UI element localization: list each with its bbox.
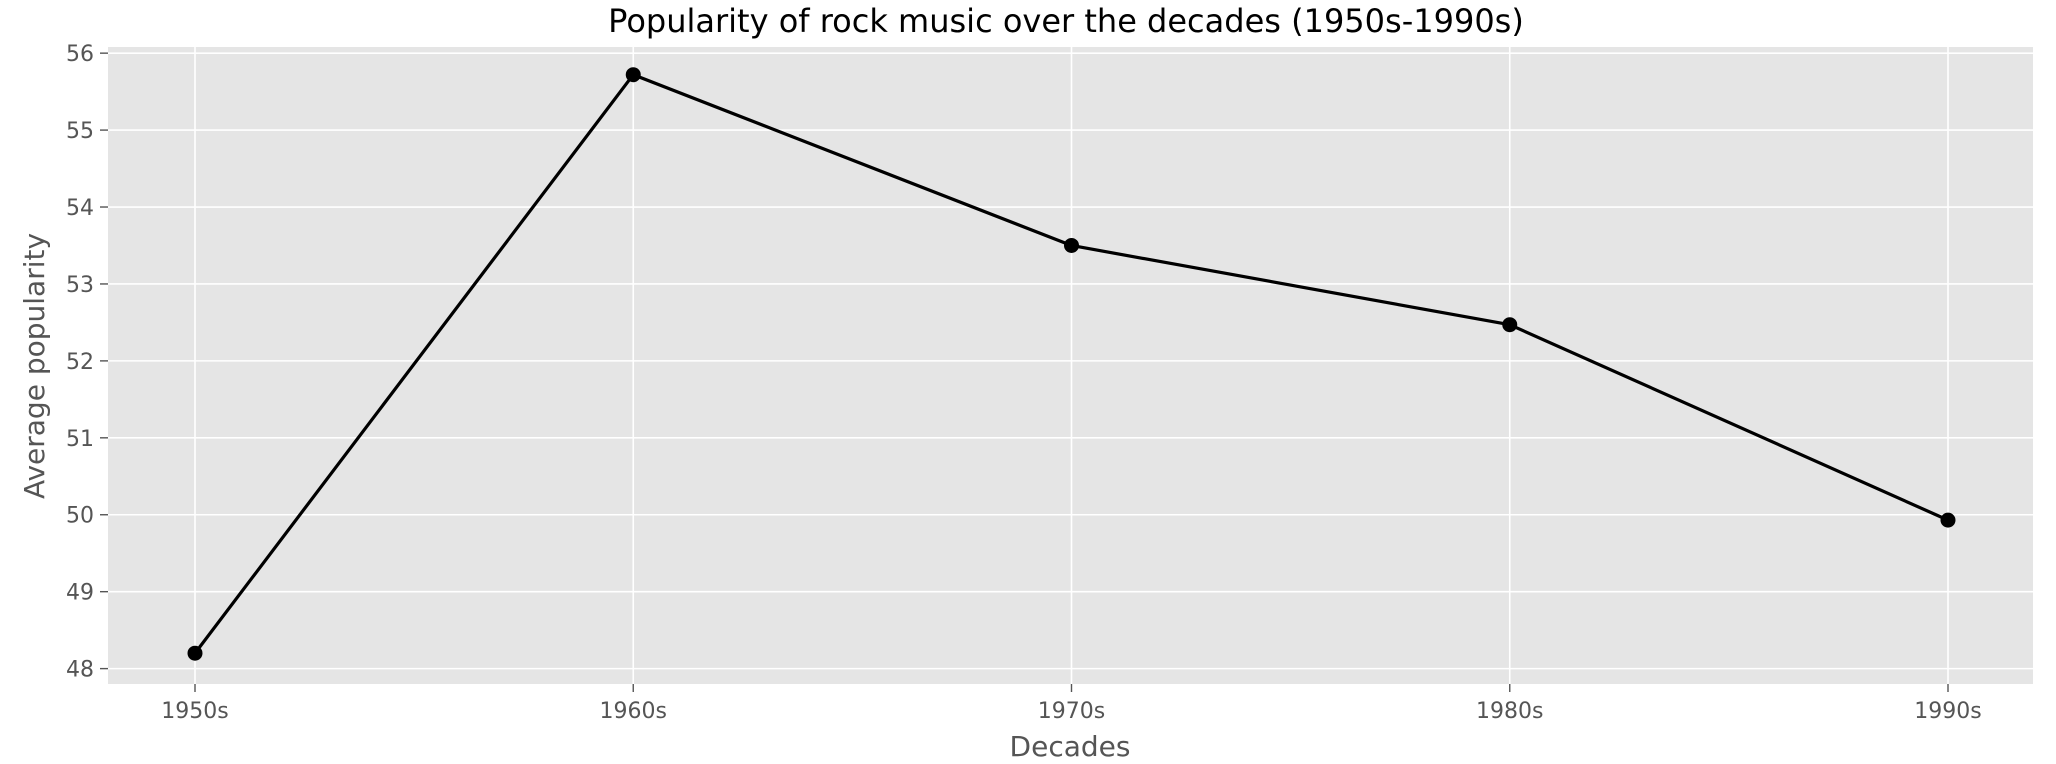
x-tick-label: 1970s [1038, 699, 1105, 724]
y-tick-label: 56 [66, 42, 94, 67]
y-axis-label: Average popularity [18, 233, 51, 499]
x-tick-label: 1950s [161, 699, 228, 724]
data-point [1940, 512, 1956, 528]
y-tick-label: 53 [66, 273, 94, 298]
data-point [1502, 317, 1518, 333]
y-tick-label: 48 [66, 658, 94, 683]
y-tick-label: 50 [66, 504, 94, 529]
chart-title: Popularity of rock music over the decade… [608, 2, 1524, 40]
x-tick-label: 1980s [1476, 699, 1543, 724]
y-tick-label: 52 [66, 350, 94, 375]
y-tick-label: 49 [66, 581, 94, 606]
data-series [187, 67, 1956, 661]
data-point [187, 645, 203, 661]
grid-lines [108, 47, 2033, 684]
x-axis-label: Decades [1010, 730, 1131, 763]
data-point [1064, 237, 1079, 253]
y-tick-label: 54 [66, 196, 94, 221]
data-point [625, 67, 641, 83]
x-tick-label: 1990s [1914, 699, 1981, 724]
plot-area [108, 47, 2033, 684]
x-axis: 1950s 1960s 1970s 1980s 1990s [161, 684, 1982, 724]
y-tick-label: 51 [66, 427, 94, 452]
y-axis: 48 49 50 51 52 53 54 55 56 [66, 42, 108, 683]
x-tick-label: 1960s [600, 699, 667, 724]
y-tick-label: 55 [66, 119, 94, 144]
